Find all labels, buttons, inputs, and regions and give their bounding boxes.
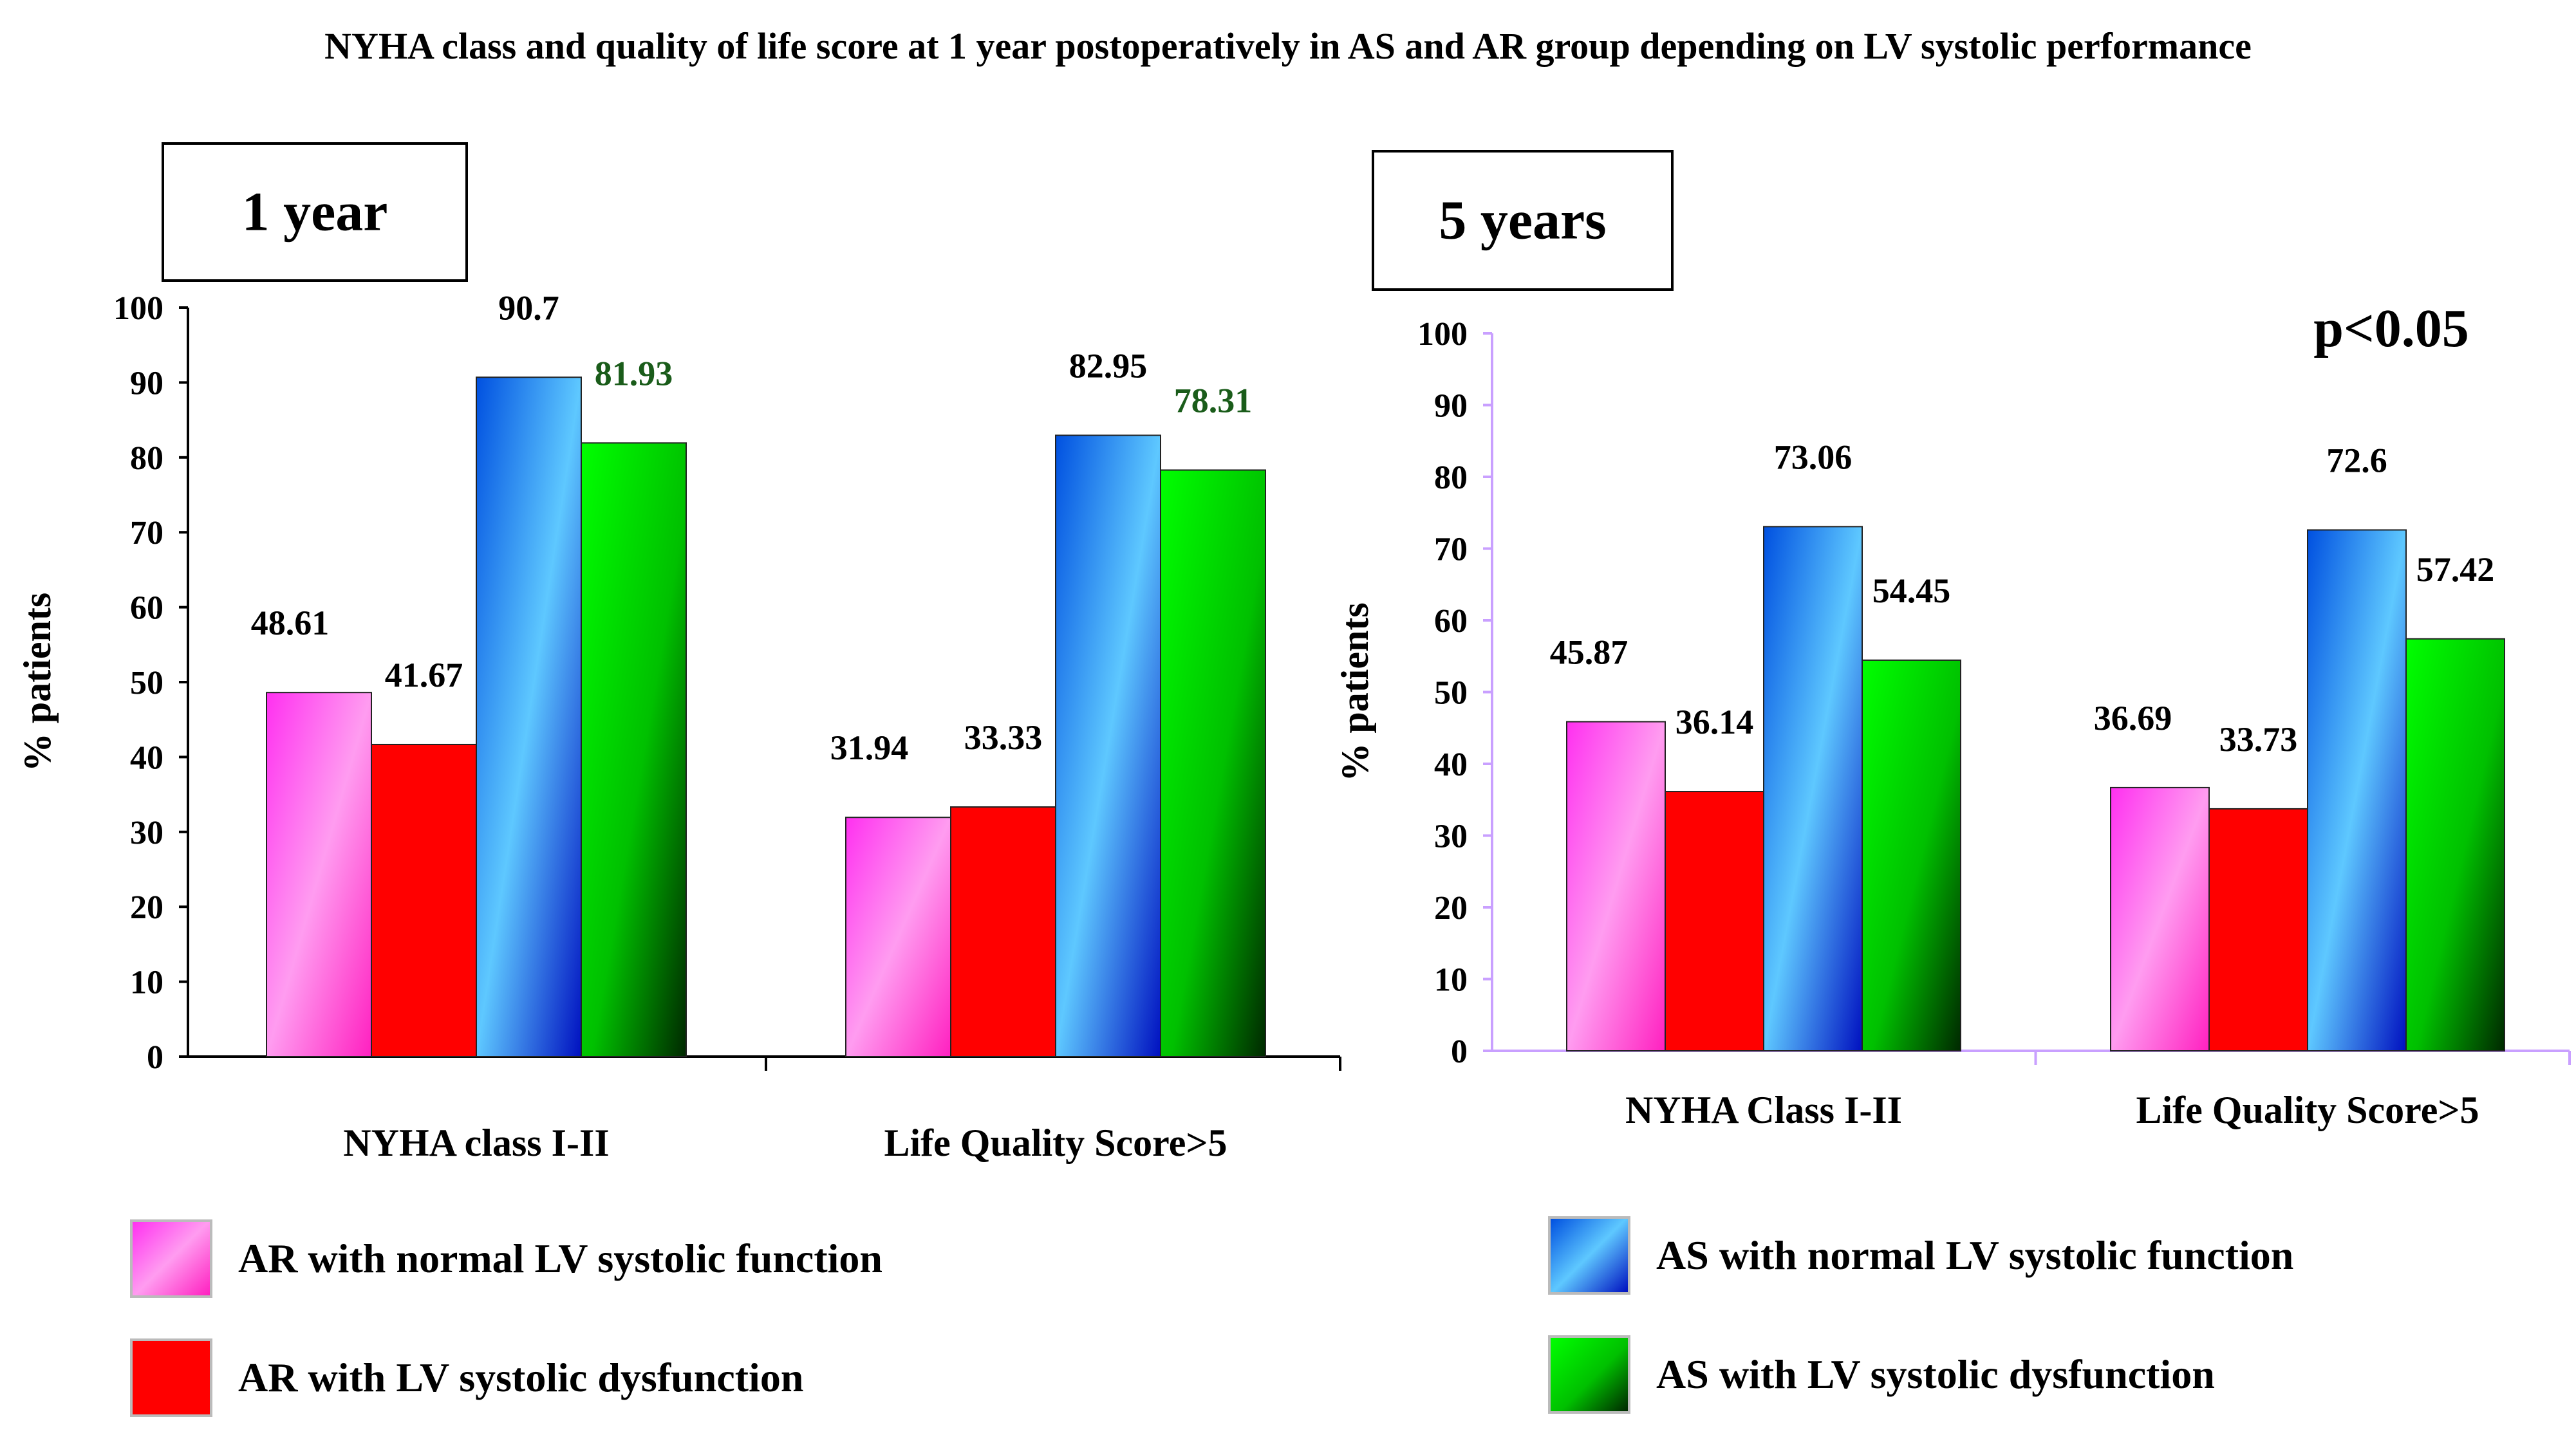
panel-title: 5 years (1439, 189, 1606, 251)
bar (845, 817, 951, 1057)
panel-title: 1 year (242, 181, 388, 243)
y-tick-label: 0 (1451, 1033, 1468, 1070)
y-tick-label: 50 (130, 665, 163, 701)
bar (1862, 659, 1961, 1051)
data-label: 72.6 (2326, 441, 2387, 480)
data-label: 82.95 (1069, 346, 1148, 385)
significance-annotation: p<0.05 (2313, 299, 2469, 358)
y-tick-label: 70 (1434, 532, 1468, 568)
y-tick-label: 20 (130, 889, 163, 926)
y-tick-label: 20 (1434, 890, 1468, 927)
y-tick-label: 60 (130, 590, 163, 627)
data-label: 33.73 (2219, 720, 2298, 759)
legend-swatch-as-dysfunction (1548, 1335, 1630, 1414)
y-tick-label: 30 (1434, 819, 1468, 855)
y-tick-label: 50 (1434, 675, 1468, 712)
data-label: 54.45 (1872, 571, 1951, 610)
data-label: 48.61 (251, 604, 330, 642)
y-tick-label: 40 (130, 739, 163, 776)
y-tick-label: 30 (130, 815, 163, 851)
y-tick-label: 0 (147, 1039, 163, 1076)
legend-label-as-dysfunction: AS with LV systolic dysfunction (1656, 1351, 2215, 1397)
x-category-label: NYHA Class I-II (1625, 1089, 1902, 1131)
legend-swatch-as-normal (1548, 1216, 1630, 1295)
legend-label-ar-normal: AR with normal LV systolic function (238, 1236, 882, 1281)
data-label: 90.7 (498, 288, 559, 327)
y-axis-label: % patients (1334, 602, 1376, 781)
data-label: 36.14 (1675, 703, 1754, 741)
y-tick-label: 10 (1434, 962, 1468, 999)
figure-title: NYHA class and quality of life score at … (324, 25, 2252, 67)
y-tick-label: 90 (130, 365, 163, 402)
y-tick-label: 90 (1434, 388, 1468, 425)
data-label: 78.31 (1174, 381, 1253, 420)
legend-swatch-ar-dysfunction (130, 1338, 212, 1417)
bar (2405, 638, 2505, 1051)
bar (2110, 786, 2210, 1051)
bar (1160, 469, 1266, 1057)
data-label: 33.33 (964, 718, 1043, 757)
legend-item-ar-dysfunction: AR with LV systolic dysfunction (130, 1338, 803, 1417)
panel-title-box (162, 142, 468, 282)
bar (1763, 526, 1863, 1051)
data-label: 31.94 (830, 728, 909, 767)
legend-label-ar-dysfunction: AR with LV systolic dysfunction (238, 1355, 804, 1400)
y-tick-label: 10 (130, 965, 163, 1001)
legend-swatch-ar-normal (130, 1219, 212, 1298)
y-tick-label: 80 (1434, 459, 1468, 496)
data-label: 36.69 (2094, 699, 2172, 737)
y-tick-label: 60 (1434, 603, 1468, 640)
y-tick-label: 70 (130, 515, 163, 551)
bar (476, 376, 582, 1058)
legend-item-as-dysfunction: AS with LV systolic dysfunction (1548, 1335, 2215, 1414)
data-label: 45.87 (1550, 633, 1629, 672)
bar (2208, 808, 2308, 1052)
bar (2307, 529, 2407, 1051)
legend-item-ar-normal: AR with normal LV systolic function (130, 1219, 882, 1298)
x-category-label: NYHA class I-II (343, 1122, 609, 1164)
data-label: 81.93 (595, 354, 673, 393)
data-label: 41.67 (385, 656, 463, 694)
bar (950, 806, 1056, 1058)
y-tick-label: 100 (1417, 316, 1468, 353)
bar (1055, 434, 1161, 1057)
x-category-label: Life Quality Score>5 (2136, 1089, 2479, 1131)
legend-label-as-normal: AS with normal LV systolic function (1656, 1232, 2294, 1278)
chart-panel-1-year: 1 year 0 10 20 30 40 50 60 70 80 90 100 % patients 48… (16, 142, 1341, 1164)
data-label: 73.06 (1774, 438, 1853, 476)
panel-title-box (1372, 150, 1674, 291)
chart-panel-5-years: 5 years 0 10 20 30 40 50 60 70 80 90 100 % patients 4… (1334, 150, 2571, 1131)
y-tick-label: 40 (1434, 746, 1468, 783)
x-category-label: Life Quality Score>5 (884, 1122, 1227, 1164)
y-axis-label: % patients (16, 593, 59, 772)
bar (371, 743, 477, 1057)
bar (1665, 791, 1764, 1051)
data-label: 57.42 (2416, 550, 2495, 589)
y-tick-label: 80 (130, 440, 163, 477)
legend-item-as-normal: AS with normal LV systolic function (1548, 1216, 2293, 1295)
bar (266, 692, 372, 1057)
bar (581, 442, 687, 1057)
y-tick-label: 100 (113, 290, 163, 327)
bar (1566, 721, 1666, 1052)
